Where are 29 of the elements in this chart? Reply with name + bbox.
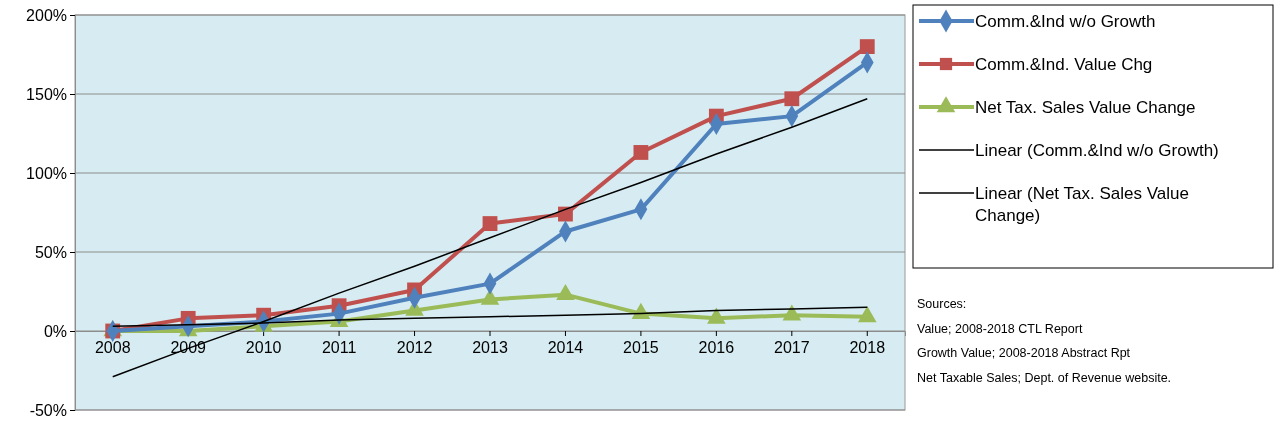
legend-label: Comm.&Ind w/o Growth [975, 12, 1156, 31]
y-tick-label: 150% [26, 85, 67, 103]
source-note: Sources: [917, 297, 967, 311]
point [482, 216, 498, 231]
legend-label: Linear (Net Tax. Sales Value Change) [975, 184, 1189, 226]
legend-label: Comm.&Ind. Value Chg [975, 55, 1153, 74]
text: Net Taxable Sales; Dept. of Revenue website. [917, 370, 1172, 385]
legend-label: Net Tax. Sales Value Change [975, 98, 1196, 117]
x-tick-label: 2011 [321, 339, 357, 357]
x-tick-label: 2013 [472, 339, 508, 357]
y-tick-label: 50% [34, 243, 67, 261]
x-tick-label: 2015 [623, 339, 659, 357]
point [784, 91, 800, 107]
y-tick-label: 100% [26, 164, 67, 182]
legend-label: Linear (Comm.&Ind w/o Growth) [975, 141, 1219, 160]
x-tick-label: 2008 [94, 339, 131, 357]
point [633, 145, 649, 160]
text: Value; 2008-2018 CTL Report [917, 321, 1083, 336]
x-tick-label: 2016 [698, 339, 735, 357]
x-tick-label: 2018 [849, 339, 886, 357]
y-tick-label: -50% [29, 401, 67, 419]
x-tick-label: 2014 [547, 339, 584, 357]
x-tick-label: 2017 [774, 339, 810, 357]
x-tick-label: 2010 [245, 339, 282, 357]
y-tick-label: 200% [26, 6, 67, 24]
x-tick-label: 2012 [396, 339, 433, 357]
y-tick-label: 0% [43, 322, 67, 340]
point [859, 39, 875, 55]
text: Growth Value; 2008-2018 Abstract Rpt [917, 346, 1131, 360]
